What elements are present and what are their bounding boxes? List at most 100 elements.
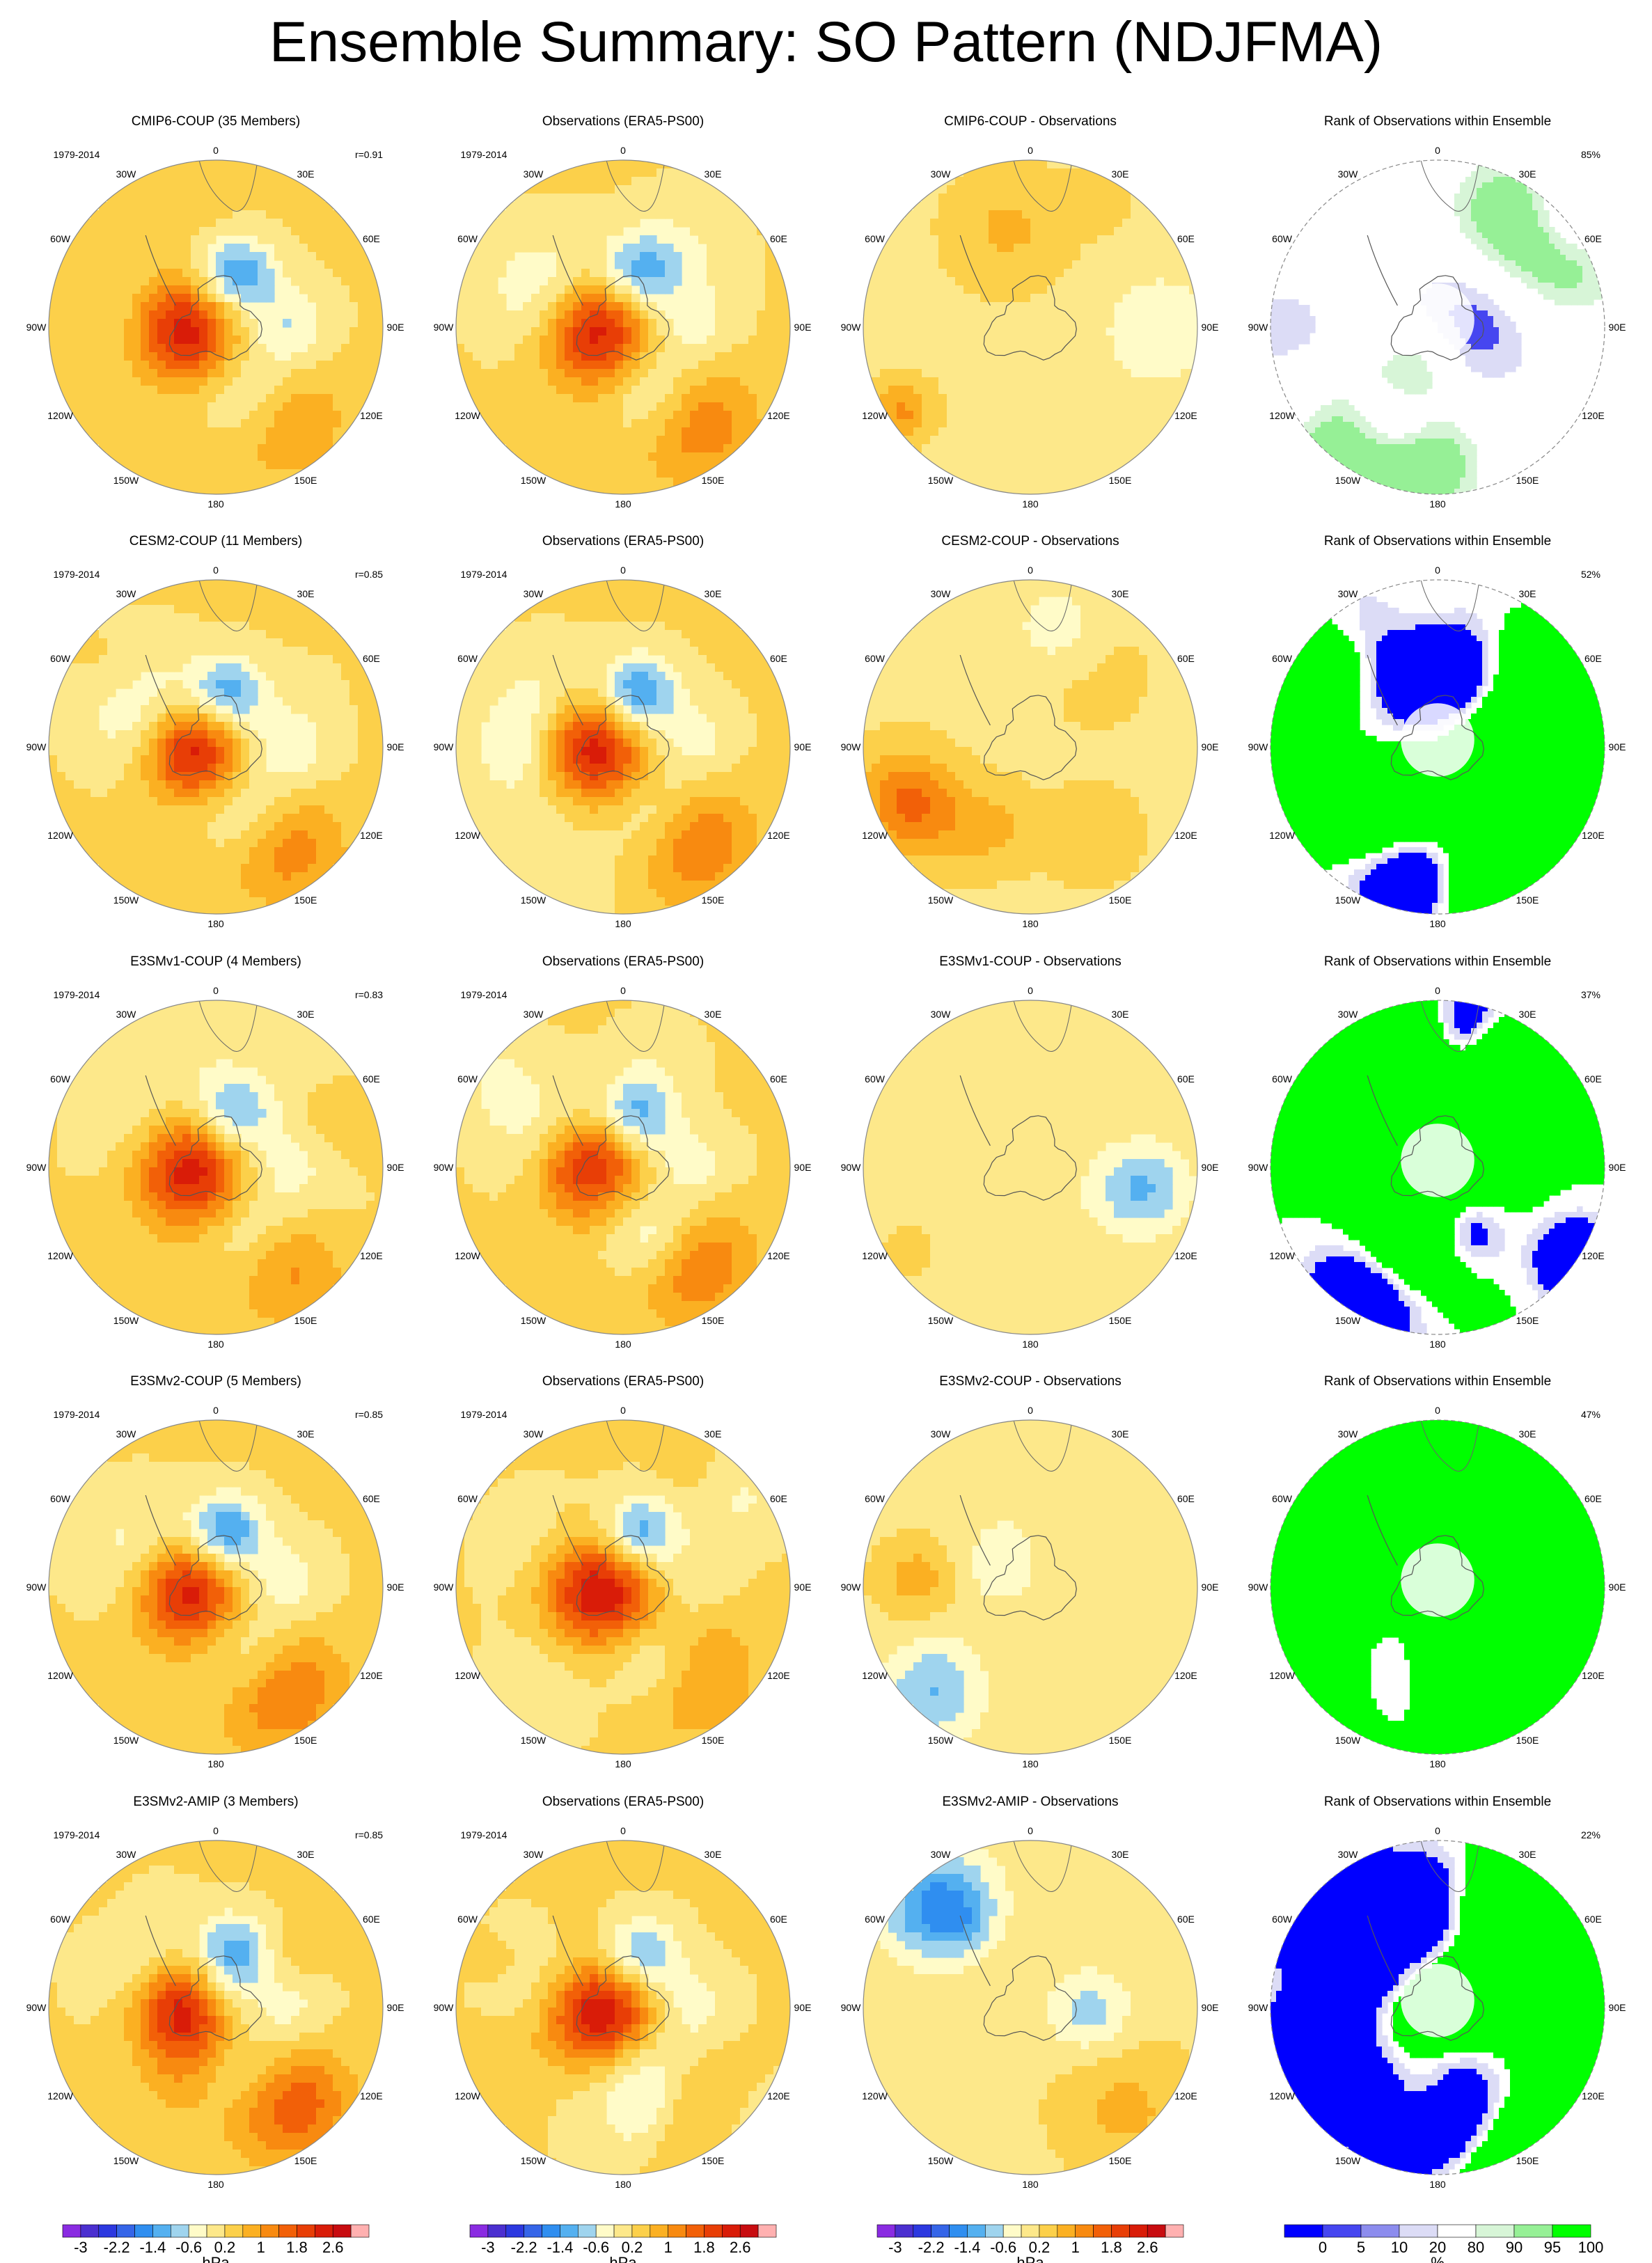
longitude-label: 150W	[1335, 2155, 1361, 2166]
colorbar-swatch	[524, 2224, 542, 2238]
longitude-label: 60E	[1177, 1914, 1195, 1925]
longitude-label: 30E	[705, 168, 722, 180]
longitude-label: 60W	[457, 1914, 478, 1925]
longitude-label: 60W	[865, 1493, 886, 1504]
longitude-label: 150W	[113, 475, 139, 486]
period-label: 1979-2014	[54, 989, 100, 1000]
colorbar-tick-label: -1.4	[139, 2239, 166, 2256]
colorbar-swatch	[1360, 2224, 1400, 2238]
colorbar-tick-label: -2.2	[104, 2239, 130, 2256]
rank-percent-label: 37%	[1581, 989, 1600, 1000]
longitude-label: 0	[1028, 1825, 1033, 1836]
longitude-label: 60W	[50, 653, 71, 664]
longitude-label: 120E	[767, 1670, 790, 1681]
longitude-label: 60E	[1584, 1914, 1602, 1925]
longitude-label: 90W	[26, 2002, 47, 2013]
longitude-label: 0	[1435, 1405, 1440, 1416]
longitude-label: 120E	[1582, 410, 1605, 421]
longitude-label: 60E	[363, 233, 380, 244]
period-label: 1979-2014	[54, 149, 100, 160]
longitude-label: 60W	[865, 653, 886, 664]
period-label: 1979-2014	[54, 569, 100, 580]
longitude-label: 120W	[47, 410, 73, 421]
panel-r3-c2: 0 30E 60E 90E 120E 150E 180 150W 120W 90W 60W 30W E3…	[841, 1374, 1219, 1769]
colorbar-tick-label: -2.2	[511, 2239, 537, 2256]
colorbar-swatch	[505, 2224, 524, 2238]
longitude-label: 30W	[1338, 1849, 1359, 1860]
longitude-label: 120W	[47, 2090, 73, 2102]
longitude-label: 120E	[360, 2090, 383, 2102]
colorbar-tick-label: 5	[1357, 2239, 1365, 2256]
longitude-label: 30E	[705, 1428, 722, 1440]
longitude-label: 60W	[1272, 233, 1293, 244]
longitude-label: 90E	[1202, 1582, 1219, 1593]
longitude-label: 180	[207, 1758, 224, 1769]
colorbar-swatch	[1057, 2224, 1076, 2238]
longitude-label: 120W	[862, 830, 888, 841]
colorbar-swatch	[1284, 2224, 1323, 2238]
longitude-label: 30W	[931, 1428, 952, 1440]
period-label: 1979-2014	[461, 149, 508, 160]
colorbar-swatch	[206, 2224, 226, 2238]
longitude-label: 120W	[1269, 1250, 1295, 1261]
longitude-label: 90W	[434, 741, 455, 752]
colorbar-tick-label: 1.8	[693, 2239, 715, 2256]
colorbar-swatch	[686, 2224, 705, 2238]
longitude-label: 0	[213, 1825, 219, 1836]
longitude-label: 60W	[50, 1914, 71, 1925]
longitude-label: 120W	[1269, 2090, 1295, 2102]
longitude-label: 150E	[1516, 2155, 1539, 2166]
longitude-label: 90E	[387, 1582, 404, 1593]
colorbar-swatch	[315, 2224, 333, 2238]
longitude-label: 60W	[1272, 653, 1293, 664]
colorbar-tick-label: -1.4	[546, 2239, 573, 2256]
longitude-label: 120W	[1269, 410, 1295, 421]
colorbar-swatch	[1147, 2224, 1166, 2238]
longitude-label: 150E	[702, 1315, 725, 1326]
colorbar-swatch	[1322, 2224, 1362, 2238]
longitude-label: 60W	[50, 1493, 71, 1504]
longitude-label: 30E	[1112, 1849, 1129, 1860]
longitude-label: 120E	[360, 1250, 383, 1261]
longitude-label: 60E	[363, 1914, 380, 1925]
longitude-label: 120W	[862, 1250, 888, 1261]
longitude-label: 90W	[841, 2002, 862, 2013]
colorbar-swatch	[1093, 2224, 1112, 2238]
longitude-label: 150E	[1109, 475, 1132, 486]
panel-title: CESM2-COUP - Observations	[941, 534, 1119, 549]
longitude-label: 90E	[387, 1162, 404, 1173]
longitude-label: 150W	[521, 475, 546, 486]
longitude-label: 60E	[770, 233, 787, 244]
longitude-label: 0	[620, 985, 626, 996]
panel-r3-c3: 0 30E 60E 90E 120E 150E 180 150W 120W 90W 60W 30W Ra…	[1248, 1374, 1626, 1769]
panel-title: Observations (ERA5-PS00)	[542, 1374, 704, 1389]
longitude-label: 30W	[1338, 168, 1359, 180]
panel-title: CMIP6-COUP - Observations	[944, 114, 1117, 129]
longitude-label: 60W	[865, 233, 886, 244]
colorbar-tick-label: 1	[664, 2239, 672, 2256]
colorbar-tick-label: 1	[257, 2239, 265, 2256]
panel-r4-c2: 0 30E 60E 90E 120E 150E 180 150W 120W 90W 60W 30W E3…	[841, 1795, 1219, 2190]
longitude-label: 30E	[297, 588, 315, 599]
longitude-label: 60E	[770, 653, 787, 664]
longitude-label: 120W	[47, 1250, 73, 1261]
longitude-label: 30W	[116, 1428, 137, 1440]
colorbar-swatch	[757, 2224, 777, 2238]
longitude-label: 90E	[1609, 1162, 1626, 1173]
longitude-label: 150E	[294, 2155, 317, 2166]
longitude-label: 150E	[1516, 894, 1539, 906]
longitude-label: 0	[1435, 565, 1440, 576]
longitude-label: 120W	[1269, 830, 1295, 841]
panel-title: Rank of Observations within Ensemble	[1324, 114, 1551, 129]
longitude-label: 90W	[26, 1162, 47, 1173]
longitude-label: 0	[1028, 1405, 1033, 1416]
colorbar-swatch	[1399, 2224, 1438, 2238]
panel-title: Observations (ERA5-PS00)	[542, 1795, 704, 1809]
longitude-label: 90W	[841, 741, 862, 752]
colorbar-unit-label: hPa	[202, 2254, 230, 2263]
longitude-label: 150E	[1109, 2155, 1132, 2166]
colorbar-tick-label: 1	[1071, 2239, 1080, 2256]
longitude-label: 90E	[794, 741, 812, 752]
longitude-label: 30E	[1112, 1428, 1129, 1440]
longitude-label: 0	[213, 1405, 219, 1416]
